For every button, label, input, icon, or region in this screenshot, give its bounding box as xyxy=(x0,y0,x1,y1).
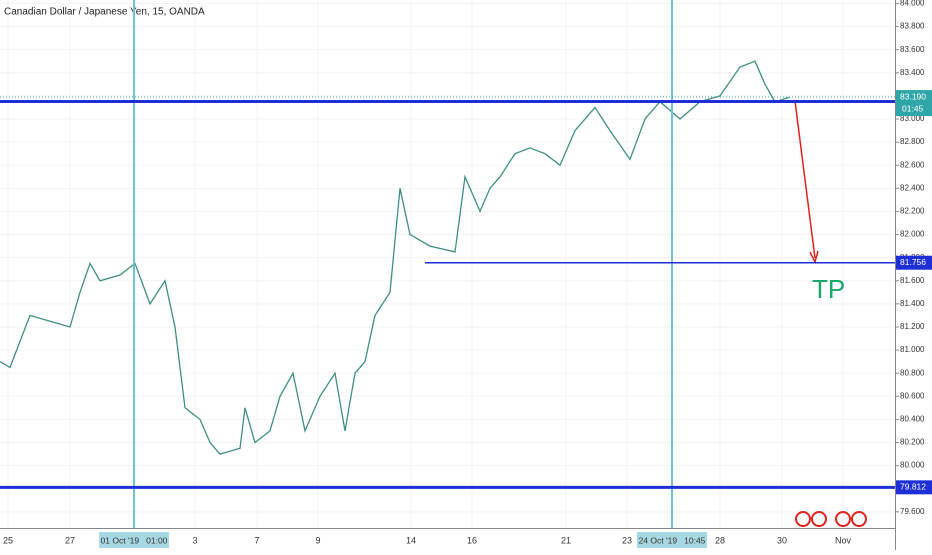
y-tick-label: 81.600 xyxy=(900,276,925,285)
y-tick-label: 83.800 xyxy=(900,22,925,31)
current-price-label: 83.190 xyxy=(900,91,926,101)
x-tick-label: 3 xyxy=(192,535,197,545)
x-tick-label: 23 xyxy=(622,535,632,545)
y-tick-label: 82.200 xyxy=(900,207,925,216)
x-tick-label: 28 xyxy=(715,535,725,545)
x-tick-label: 25 xyxy=(3,535,13,545)
chart-title: Canadian Dollar / Japanese Yen, 15, OAND… xyxy=(4,7,205,18)
x-tick-label: 9 xyxy=(315,535,320,545)
x-tick-label: Nov xyxy=(835,535,852,545)
y-tick-label: 82.000 xyxy=(900,230,925,239)
current-price-box xyxy=(896,90,932,117)
y-tick-label: 80.400 xyxy=(900,415,925,424)
countdown-label: 01:45 xyxy=(902,103,924,113)
level-label: 81.756 xyxy=(900,257,926,267)
x-tick-label: 14 xyxy=(406,535,416,545)
grid xyxy=(0,0,895,528)
time-label: 01 Oct '19 01:00 xyxy=(101,535,168,545)
x-tick-label: 21 xyxy=(561,535,571,545)
time-label: 24 Oct '19 10:45 xyxy=(639,535,706,545)
y-tick-label: 80.000 xyxy=(900,461,925,470)
y-tick-label: 81.200 xyxy=(900,322,925,331)
x-tick-label: 16 xyxy=(467,535,477,545)
y-tick-label: 82.400 xyxy=(900,183,925,192)
y-tick-label: 81.000 xyxy=(900,345,925,354)
y-tick-label: 79.600 xyxy=(900,507,925,516)
y-tick-label: 81.400 xyxy=(900,299,925,308)
price-line xyxy=(0,60,791,455)
x-tick-label: 30 xyxy=(777,535,787,545)
level-label-box xyxy=(896,255,932,270)
level-label: 79.812 xyxy=(900,482,926,492)
y-tick-label: 80.200 xyxy=(900,438,925,447)
level-label-box xyxy=(896,480,932,495)
y-tick-label: 82.800 xyxy=(900,137,925,146)
annotation: TP xyxy=(812,274,845,304)
y-tick-label: 84.000 xyxy=(900,0,925,8)
y-tick-label: 83.400 xyxy=(900,68,925,77)
x-tick-label: 27 xyxy=(65,535,75,545)
time-label-box xyxy=(99,532,169,548)
y-tick-label: 80.800 xyxy=(900,368,925,377)
logo xyxy=(795,511,867,527)
y-tick-label: 80.600 xyxy=(900,391,925,400)
y-tick-label: 83.600 xyxy=(900,45,925,54)
y-tick-label: 83.000 xyxy=(900,114,925,123)
arrow xyxy=(794,100,816,259)
x-tick-label: 7 xyxy=(254,535,259,545)
time-label-box xyxy=(637,532,707,548)
y-tick-label: 82.600 xyxy=(900,160,925,169)
